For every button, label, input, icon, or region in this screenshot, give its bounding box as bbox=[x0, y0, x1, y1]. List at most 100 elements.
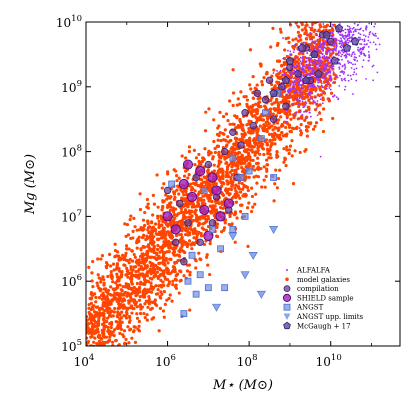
model-galaxies-point bbox=[187, 215, 191, 219]
model-galaxies-point bbox=[236, 97, 240, 101]
alfalfa-point bbox=[306, 94, 309, 97]
alfalfa-point bbox=[351, 6, 353, 8]
alfalfa-point bbox=[355, 56, 358, 59]
model-galaxies-point bbox=[283, 95, 287, 100]
model-galaxies-point bbox=[206, 168, 210, 172]
alfalfa-point bbox=[294, 96, 297, 99]
alfalfa-point bbox=[359, 33, 362, 36]
alfalfa-point bbox=[365, 13, 367, 15]
model-galaxies-point bbox=[282, 63, 287, 67]
model-galaxies-point bbox=[155, 247, 160, 251]
model-galaxies-point bbox=[112, 352, 115, 355]
alfalfa-point bbox=[344, 6, 346, 8]
alfalfa-point bbox=[285, 94, 288, 97]
model-galaxies-point bbox=[202, 216, 207, 220]
alfalfa-point bbox=[298, 68, 301, 70]
model-galaxies-point bbox=[100, 373, 103, 376]
alfalfa-point bbox=[371, 65, 374, 68]
model-galaxies-point bbox=[147, 294, 151, 299]
model-galaxies-point bbox=[166, 244, 171, 248]
alfalfa-point bbox=[303, 69, 306, 71]
model-galaxies-point bbox=[240, 166, 244, 170]
model-galaxies-point bbox=[233, 186, 237, 190]
model-galaxies-point bbox=[294, 22, 298, 25]
model-galaxies-point bbox=[251, 75, 255, 79]
model-galaxies-point bbox=[210, 209, 214, 213]
angst-point bbox=[241, 212, 249, 220]
model-galaxies-point bbox=[212, 169, 217, 173]
alfalfa-point bbox=[347, 62, 350, 64]
model-galaxies-point bbox=[157, 329, 161, 333]
alfalfa-point bbox=[301, 100, 304, 103]
model-galaxies-point bbox=[141, 218, 146, 222]
model-galaxies-point bbox=[133, 340, 138, 344]
alfalfa-point bbox=[327, 68, 329, 71]
model-galaxies-point bbox=[198, 217, 202, 221]
alfalfa-point bbox=[364, 54, 367, 57]
model-galaxies-point bbox=[221, 193, 226, 197]
model-galaxies-point bbox=[87, 265, 91, 269]
model-galaxies-point bbox=[121, 253, 125, 257]
model-galaxies-point bbox=[249, 87, 253, 91]
alfalfa-point bbox=[344, 65, 346, 67]
alfalfa-point bbox=[361, 65, 364, 68]
model-galaxies-point bbox=[118, 321, 122, 325]
model-galaxies-point bbox=[268, 138, 272, 142]
alfalfa-point bbox=[294, 83, 297, 86]
alfalfa-point bbox=[339, 12, 341, 14]
model-galaxies-point bbox=[299, 131, 304, 135]
model-galaxies-point bbox=[174, 273, 178, 278]
alfalfa-point bbox=[333, 47, 336, 50]
model-galaxies-point bbox=[260, 185, 264, 189]
model-galaxies-point bbox=[113, 347, 116, 350]
model-galaxies-point bbox=[234, 184, 238, 188]
alfalfa-point bbox=[360, 16, 362, 18]
model-galaxies-point bbox=[232, 162, 237, 166]
alfalfa-point bbox=[360, 50, 363, 53]
alfalfa-point bbox=[372, 79, 375, 82]
compilation-point bbox=[208, 219, 217, 227]
model-galaxies-point bbox=[118, 283, 122, 287]
model-galaxies-point bbox=[137, 267, 141, 271]
model-galaxies-point bbox=[311, 35, 315, 39]
model-galaxies-point bbox=[93, 371, 96, 374]
model-galaxies-point bbox=[190, 247, 194, 251]
alfalfa-point bbox=[340, 77, 343, 80]
model-galaxies-point bbox=[275, 59, 280, 63]
model-galaxies-point bbox=[327, 28, 332, 33]
model-galaxies-point bbox=[111, 371, 114, 374]
alfalfa-point bbox=[358, 55, 361, 57]
model-galaxies-point bbox=[164, 268, 168, 272]
alfalfa-point bbox=[345, 41, 348, 44]
alfalfa-point bbox=[348, 25, 351, 28]
model-galaxies-point bbox=[281, 98, 285, 102]
model-galaxies-point bbox=[101, 343, 105, 346]
model-galaxies-point bbox=[134, 275, 139, 279]
model-galaxies-point bbox=[195, 235, 199, 239]
model-galaxies-point bbox=[127, 271, 131, 275]
model-galaxies-point bbox=[171, 208, 175, 212]
alfalfa-point bbox=[363, 38, 366, 41]
model-galaxies-point bbox=[125, 307, 130, 311]
alfalfa-point bbox=[322, 23, 325, 25]
model-galaxies-point bbox=[261, 128, 265, 133]
model-galaxies-point bbox=[287, 148, 291, 152]
model-galaxies-point bbox=[273, 125, 277, 130]
model-galaxies-point bbox=[237, 157, 241, 161]
model-galaxies-point bbox=[216, 138, 220, 142]
model-galaxies-point bbox=[164, 222, 169, 227]
model-galaxies-point bbox=[319, 24, 323, 29]
alfalfa-point bbox=[296, 97, 299, 99]
model-galaxies-point bbox=[139, 264, 143, 269]
alfalfa-point bbox=[340, 49, 343, 52]
model-galaxies-point bbox=[203, 176, 208, 180]
angst-upp-limits-point bbox=[228, 232, 238, 241]
model-galaxies-point bbox=[181, 249, 185, 253]
model-galaxies-point bbox=[150, 277, 154, 281]
model-galaxies-point bbox=[137, 319, 141, 324]
model-galaxies-point bbox=[224, 187, 228, 191]
alfalfa-point bbox=[289, 87, 291, 90]
model-galaxies-point bbox=[165, 197, 169, 201]
alfalfa-point bbox=[354, 63, 357, 66]
alfalfa-point bbox=[332, 71, 335, 73]
